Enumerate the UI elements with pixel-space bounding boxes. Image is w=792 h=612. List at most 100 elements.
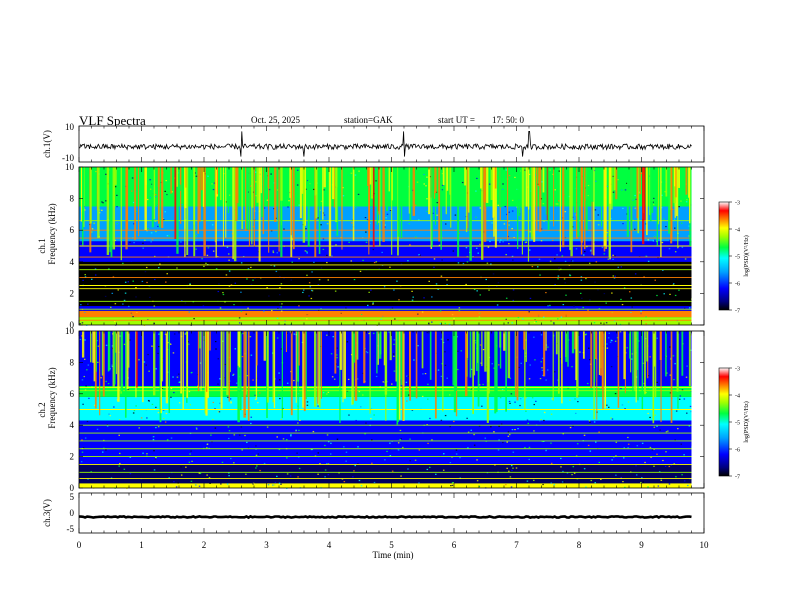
spectrogram-pixel [195, 427, 198, 429]
spectrogram-pixel [298, 204, 300, 206]
sferic-burst [557, 331, 560, 394]
sferic-burst [290, 167, 293, 236]
spectrogram-pixel [101, 410, 103, 412]
spectrogram-pixel [338, 472, 340, 474]
colorbar-tick-label: -7 [735, 309, 740, 315]
spectrogram-pixel [672, 355, 675, 357]
spectrogram-pixel [658, 269, 661, 272]
spectrogram-pixel [214, 408, 216, 410]
spectrogram-pixel [614, 255, 616, 257]
spectrogram-pixel [296, 452, 298, 454]
sferic-burst [128, 331, 130, 368]
spectrogram-pixel [209, 218, 211, 220]
sferic-burst [531, 167, 534, 240]
spectrogram-pixel [190, 450, 192, 452]
sferic-burst [429, 331, 432, 380]
sferic-burst [389, 331, 392, 361]
spectrogram-pixel [680, 200, 682, 202]
spectrogram-pixel [80, 335, 83, 337]
spectrogram-pixel [188, 311, 191, 313]
spectrogram-pixel [573, 472, 576, 474]
spectrogram-pixel [80, 461, 83, 463]
spectrogram-pixel [249, 185, 252, 187]
sferic-burst [493, 167, 495, 237]
spectrogram-pixel [100, 466, 103, 468]
spectrogram-pixel [306, 274, 308, 276]
spectrogram-pixel [528, 378, 531, 380]
sferic-burst [629, 331, 631, 359]
colorbar-tick-label: -3 [735, 367, 740, 373]
spectrogram-pixel [195, 428, 198, 430]
spectrogram-pixel [642, 481, 644, 483]
ch3-ytick-0: 0 [70, 508, 75, 518]
spectrogram-pixel [97, 345, 100, 347]
spectrogram-pixel [233, 304, 235, 306]
spectrogram-pixel [141, 280, 144, 283]
spectrogram-pixel [170, 387, 173, 390]
spectrogram-pixel [523, 311, 525, 313]
spectrogram-pixel [254, 398, 257, 401]
spectrogram-pixel [331, 376, 334, 378]
spectrogram-pixel [213, 182, 216, 184]
spectrogram-pixel [540, 228, 543, 230]
spectrogram-pixel [649, 446, 652, 449]
spectrogram-pixel [473, 433, 475, 436]
spectrogram-pixel [686, 199, 688, 201]
spectrogram-pixel [587, 309, 589, 311]
spectrogram-pixel [431, 321, 433, 323]
spectrogram-pixel [580, 276, 583, 278]
sferic-burst [255, 331, 258, 400]
spectrogram-pixel [424, 373, 427, 375]
spectrogram-pixel [117, 289, 119, 291]
spectrogram-pixel [173, 391, 175, 394]
spectrogram-pixel [299, 419, 301, 422]
spectrogram-pixel [233, 462, 235, 464]
sferic-burst [613, 167, 616, 191]
spectrogram-pixel [506, 204, 508, 206]
spectrogram-pixel [645, 255, 648, 258]
time-axis-label: Time (min) [373, 550, 414, 560]
spectrogram-pixel [579, 292, 582, 294]
sferic-burst [247, 331, 250, 421]
spectrogram-pixel [255, 195, 257, 197]
spectrogram-pixel [355, 419, 357, 422]
spectrogram-pixel [375, 375, 378, 378]
spectrogram-pixel [131, 177, 134, 179]
spectrogram-pixel [523, 169, 526, 171]
spectrogram-pixel [569, 426, 572, 429]
spectrogram-pixel [439, 323, 442, 325]
spectrogram-pixel [331, 255, 333, 257]
spectrogram-pixel [135, 254, 137, 257]
spectrogram-pixel [442, 469, 445, 471]
sferic-burst [176, 167, 178, 187]
spectrogram-pixel [606, 185, 609, 188]
spectrogram-pixel [655, 300, 657, 302]
time-tick-label: 9 [639, 540, 644, 550]
spectrogram-pixel [255, 454, 258, 456]
sferic-burst [117, 331, 120, 402]
sferic-burst [503, 331, 506, 351]
sferic-burst [274, 167, 277, 222]
spectrogram-pixel [526, 480, 529, 482]
sferic-burst [353, 331, 356, 363]
spectrogram-pixel [154, 278, 156, 281]
spectrogram-pixel [336, 357, 338, 359]
spectrogram-pixel [553, 371, 556, 373]
sferic-burst [467, 167, 470, 213]
spectrogram-pixel [437, 369, 440, 371]
sferic-burst [434, 167, 437, 194]
spectrogram-pixel [550, 482, 553, 484]
spectrogram-pixel [511, 322, 513, 324]
spectrogram-pixel [503, 223, 506, 225]
spectrogram-pixel [657, 485, 660, 487]
spectrogram-pixel [348, 259, 350, 262]
spectrogram-pixel [238, 322, 241, 324]
spectrogram-pixel [149, 188, 152, 190]
spectrogram-pixel [102, 202, 104, 204]
sferic-burst [598, 331, 601, 375]
sferic-burst [82, 167, 85, 222]
sferic-burst [89, 331, 92, 363]
spectrogram-pixel [533, 479, 535, 482]
spectrogram-pixel [324, 476, 326, 478]
time-tick-label: 7 [514, 540, 519, 550]
